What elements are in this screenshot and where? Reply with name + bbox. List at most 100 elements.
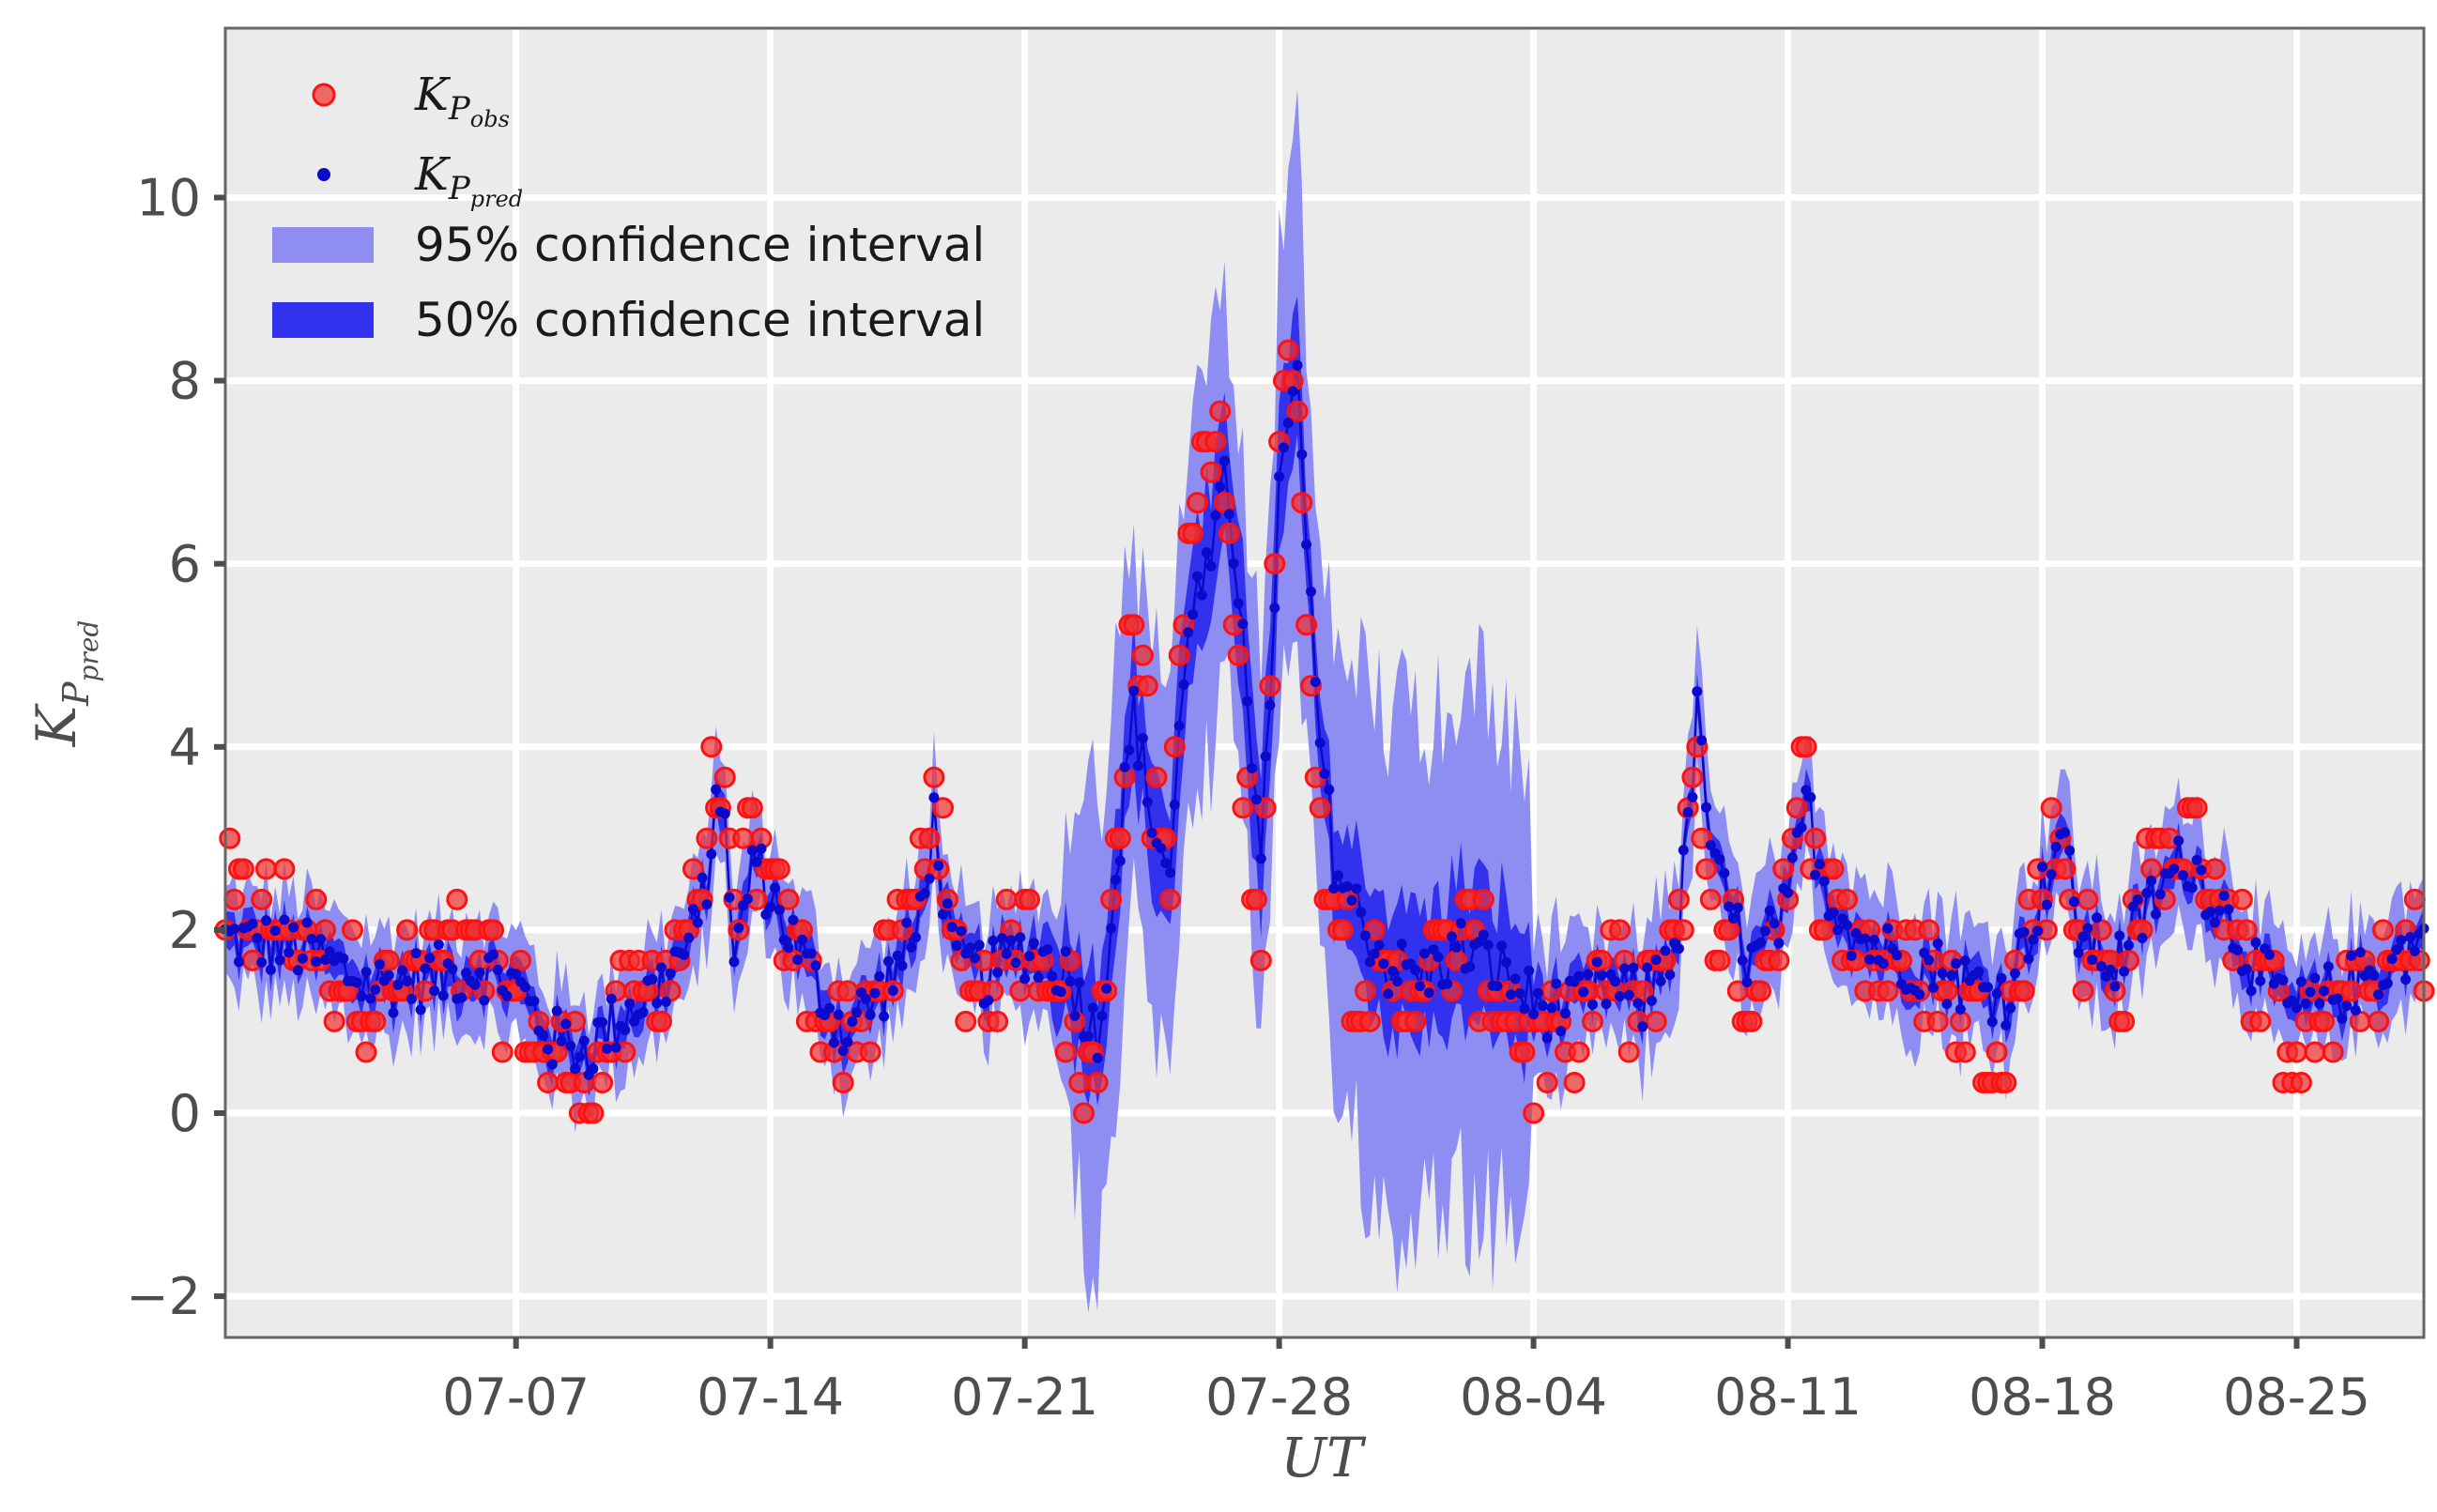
observed-point [1073, 1102, 1095, 1124]
observed-point [1182, 522, 1204, 544]
predicted-point [292, 965, 303, 976]
predicted-point [234, 956, 244, 968]
observed-point [1804, 827, 1827, 849]
predicted-point [1941, 999, 1953, 1010]
predicted-point [415, 1004, 426, 1016]
observed-point [305, 888, 328, 910]
predicted-point [2291, 1002, 2302, 1014]
observed-point [1877, 980, 1899, 1002]
legend-pred-marker [317, 168, 330, 181]
observed-point [1681, 766, 1704, 788]
observed-point [1786, 797, 1808, 819]
predicted-point [437, 990, 449, 1001]
predicted-point [711, 784, 722, 795]
observed-point [323, 1010, 345, 1032]
predicted-point [265, 964, 276, 975]
predicted-point [1783, 887, 1794, 898]
predicted-point [269, 925, 281, 937]
predicted-point [1455, 918, 1466, 929]
predicted-point [1055, 986, 1066, 998]
predicted-point [1292, 359, 1303, 371]
observed-point [1054, 1041, 1077, 1063]
y-tick-label: 4 [169, 718, 201, 777]
y-tick-label: 10 [136, 168, 201, 227]
predicted-point [1615, 991, 1625, 1002]
predicted-point [2178, 870, 2188, 881]
predicted-point [2010, 968, 2020, 979]
observed-point [2249, 1010, 2272, 1032]
predicted-point [797, 934, 807, 945]
predicted-point [683, 932, 695, 943]
predicted-point [574, 1051, 585, 1062]
predicted-point [892, 950, 903, 961]
predicted-point [588, 1063, 599, 1075]
observed-point [1264, 553, 1286, 575]
observed-point [1772, 858, 1795, 880]
predicted-point [388, 1007, 399, 1018]
predicted-point [1156, 843, 1167, 854]
predicted-point [2146, 875, 2157, 886]
predicted-point [1387, 966, 1399, 977]
predicted-point [1959, 955, 1970, 967]
predicted-point [774, 905, 785, 916]
observed-point [2077, 888, 2099, 910]
predicted-point [320, 955, 330, 966]
predicted-point [833, 1009, 844, 1020]
observed-point [1086, 1072, 1109, 1093]
predicted-point [1660, 945, 1671, 956]
predicted-point [1074, 977, 1085, 988]
predicted-point [1556, 1026, 1567, 1037]
predicted-point [479, 995, 490, 1006]
predicted-point [1937, 968, 1948, 979]
observed-point [1523, 1102, 1545, 1124]
observed-point [987, 1010, 1009, 1032]
predicted-point [778, 935, 789, 945]
observed-point [364, 1010, 387, 1032]
predicted-point [906, 942, 917, 953]
legend-label: 95% confidence interval [415, 218, 985, 272]
predicted-point [560, 1018, 572, 1030]
predicted-point [1628, 962, 1639, 973]
predicted-point [969, 953, 980, 964]
observed-point [1355, 980, 1376, 1002]
x-tick-label: 07-14 [697, 1367, 844, 1427]
predicted-point [1810, 869, 1821, 880]
predicted-point [1737, 955, 1748, 966]
observed-point [2372, 919, 2394, 941]
predicted-point [1755, 937, 1766, 948]
observed-point [1168, 644, 1190, 666]
observed-point [1254, 797, 1277, 819]
predicted-point [1587, 999, 1598, 1010]
predicted-point [883, 955, 894, 967]
observed-point [1109, 827, 1131, 849]
predicted-point [1878, 958, 1889, 970]
predicted-point [2373, 989, 2384, 1000]
predicted-point [2196, 864, 2207, 876]
predicted-point [1583, 969, 1594, 980]
predicted-point [1637, 1021, 1648, 1032]
predicted-point [810, 960, 821, 971]
observed-point [1159, 888, 1181, 910]
predicted-point [1310, 677, 1321, 687]
predicted-point [692, 917, 703, 928]
predicted-point [1496, 940, 1508, 952]
observed-point [1836, 888, 1858, 910]
predicted-point [2332, 993, 2343, 1004]
predicted-point [1301, 539, 1312, 550]
predicted-point [2064, 845, 2076, 856]
predicted-point [919, 888, 930, 899]
predicted-point [2409, 945, 2420, 956]
predicted-point [1169, 799, 1180, 810]
observed-point [696, 827, 718, 849]
observed-point [1718, 919, 1740, 941]
observed-point [741, 797, 763, 819]
legend-ci95-swatch [272, 227, 374, 263]
predicted-point [570, 1063, 581, 1075]
predicted-point [847, 1016, 858, 1027]
observed-point [483, 919, 504, 941]
predicted-point [760, 909, 772, 920]
observed-point [537, 1072, 559, 1093]
predicted-point [1296, 449, 1308, 460]
predicted-point [1047, 970, 1058, 982]
observed-point [1131, 644, 1154, 666]
